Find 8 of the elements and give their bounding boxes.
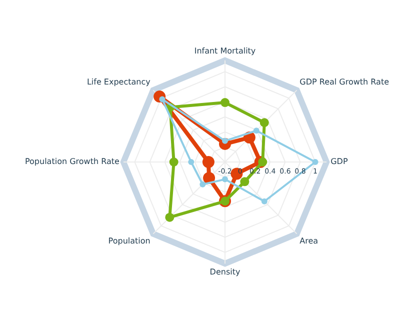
spoke-label: Life Expectancy [86,78,151,87]
spoke-label: Infant Mortality [194,46,256,56]
spoke-label: Population [108,236,150,246]
spoke-label: GDP [330,157,348,166]
spoke-label: Area [300,236,318,246]
spoke-label: Density [210,267,240,276]
spoke-label: Population Growth Rate [24,157,120,166]
spoke-label: GDP Real Growth Rate [300,78,390,87]
